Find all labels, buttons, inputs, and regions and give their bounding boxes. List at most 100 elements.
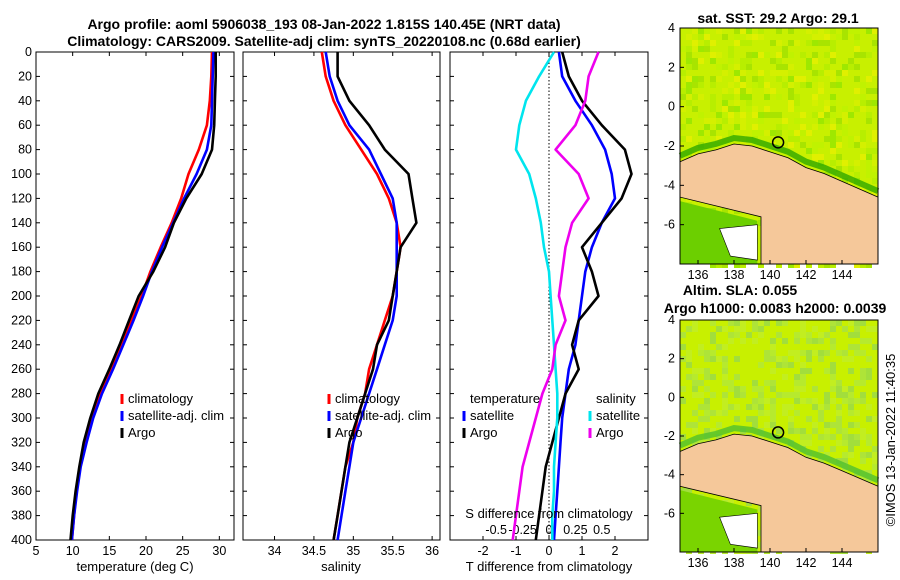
map-cell xyxy=(698,392,704,398)
map-cell xyxy=(806,40,812,46)
map-cell xyxy=(776,362,782,368)
map-cell xyxy=(836,118,842,124)
map-cell xyxy=(806,350,812,356)
map-cell xyxy=(710,100,716,106)
map-cell xyxy=(836,34,842,40)
map-cell xyxy=(770,416,776,422)
map-cell xyxy=(686,64,692,70)
map-cell xyxy=(800,350,806,356)
map-cell xyxy=(806,262,812,268)
map-cell xyxy=(872,160,878,166)
map-cell xyxy=(794,392,800,398)
map-cell xyxy=(842,434,848,440)
map-cell xyxy=(764,422,770,428)
map-cell xyxy=(728,118,734,124)
map-cell xyxy=(836,386,842,392)
map-cell xyxy=(680,88,686,94)
map-cell xyxy=(698,28,704,34)
map-cell xyxy=(728,332,734,338)
map-cell xyxy=(824,428,830,434)
map-cell xyxy=(692,106,698,112)
map-cell xyxy=(830,326,836,332)
map-cell xyxy=(746,64,752,70)
map-cell xyxy=(698,82,704,88)
map-cell xyxy=(716,344,722,350)
map-land xyxy=(679,143,879,265)
map-cell xyxy=(830,368,836,374)
map-y-tick-label: -4 xyxy=(664,178,675,192)
map-cell xyxy=(710,40,716,46)
map-cell xyxy=(872,172,878,178)
map-cell xyxy=(854,40,860,46)
map-cell xyxy=(812,338,818,344)
map-cell xyxy=(800,130,806,136)
map-cell xyxy=(794,410,800,416)
map-cell xyxy=(812,94,818,100)
map-cell xyxy=(788,82,794,88)
map-cell xyxy=(692,82,698,88)
map-cell xyxy=(860,350,866,356)
map-cell xyxy=(854,106,860,112)
map-cell xyxy=(746,332,752,338)
map-cell xyxy=(800,326,806,332)
map-cell xyxy=(722,118,728,124)
map-cell xyxy=(716,356,722,362)
map-cell xyxy=(770,404,776,410)
map-cell xyxy=(842,28,848,34)
map-cell xyxy=(860,262,866,268)
depth-tick-label: 40 xyxy=(18,94,32,108)
series-line-s-satellite xyxy=(514,51,559,540)
map-cell xyxy=(686,154,692,160)
map-cell xyxy=(692,380,698,386)
map-cell xyxy=(800,362,806,368)
sdiff-tick-label: 0.25 xyxy=(563,523,587,537)
map-cell xyxy=(842,458,848,464)
map-cell xyxy=(752,82,758,88)
map-cell xyxy=(830,28,836,34)
map-cell xyxy=(698,58,704,64)
x-tick-label: 20 xyxy=(139,544,153,558)
map-cell xyxy=(806,28,812,34)
map-x-tick-label: 142 xyxy=(796,556,817,570)
map-cell xyxy=(758,332,764,338)
map-cell xyxy=(752,142,758,148)
map-cell xyxy=(698,46,704,52)
map-cell xyxy=(740,40,746,46)
map-cell xyxy=(854,326,860,332)
map-cell xyxy=(758,362,764,368)
x-tick-label: -1 xyxy=(510,544,521,558)
map-cell xyxy=(842,106,848,112)
map-cell xyxy=(728,106,734,112)
map-cell xyxy=(686,34,692,40)
map-x-tick-label: 144 xyxy=(832,556,853,570)
x-tick-label: 15 xyxy=(102,544,116,558)
map-cell xyxy=(830,58,836,64)
map-cell xyxy=(788,392,794,398)
series-line-argo xyxy=(332,52,418,541)
map-cell xyxy=(764,82,770,88)
map-cell xyxy=(758,34,764,40)
map-x-tick-label: 138 xyxy=(724,556,745,570)
map-cell xyxy=(770,130,776,136)
map-cell xyxy=(710,76,716,82)
map-cell xyxy=(728,386,734,392)
map-cell xyxy=(698,350,704,356)
map-cell xyxy=(716,28,722,34)
map-cell xyxy=(686,422,692,428)
map-cell xyxy=(704,386,710,392)
map-y-tick-label: 4 xyxy=(668,21,675,35)
map-cell xyxy=(776,262,782,268)
map-cell xyxy=(710,58,716,64)
legend-label: satellite-adj. clim xyxy=(335,408,431,423)
map-cell xyxy=(734,88,740,94)
legend-label: satellite xyxy=(596,408,640,423)
map-cell xyxy=(782,46,788,52)
map-cell xyxy=(734,332,740,338)
map-y-tick-label: -2 xyxy=(664,139,675,153)
map-cell xyxy=(824,106,830,112)
map-gap xyxy=(719,512,758,549)
map-cell xyxy=(824,136,830,142)
depth-tick-label: 20 xyxy=(18,69,32,83)
map-cell xyxy=(782,82,788,88)
map-cell xyxy=(722,64,728,70)
